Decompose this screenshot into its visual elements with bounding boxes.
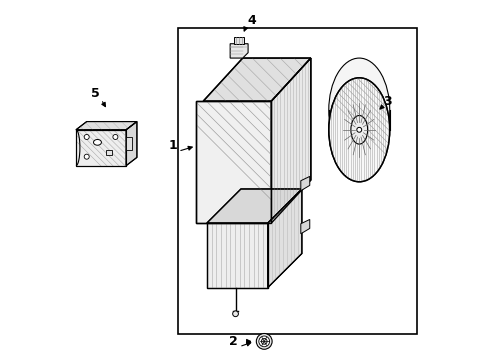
- Circle shape: [356, 127, 361, 132]
- Polygon shape: [271, 58, 310, 223]
- Polygon shape: [76, 122, 137, 130]
- Polygon shape: [196, 101, 271, 223]
- Ellipse shape: [93, 139, 101, 145]
- Text: 3: 3: [383, 95, 391, 108]
- Polygon shape: [76, 130, 126, 166]
- Circle shape: [256, 333, 271, 349]
- Polygon shape: [267, 189, 301, 288]
- Bar: [105, 149, 112, 155]
- Bar: [178, 28, 416, 334]
- Ellipse shape: [328, 58, 389, 162]
- Text: 2: 2: [229, 335, 238, 348]
- Polygon shape: [206, 223, 267, 288]
- Circle shape: [232, 311, 238, 317]
- Circle shape: [258, 336, 269, 347]
- Polygon shape: [206, 189, 301, 223]
- Text: 4: 4: [247, 14, 256, 27]
- Ellipse shape: [350, 116, 367, 144]
- Polygon shape: [203, 58, 310, 101]
- Circle shape: [261, 338, 266, 344]
- Circle shape: [84, 154, 89, 159]
- Polygon shape: [230, 44, 247, 58]
- Circle shape: [113, 134, 118, 139]
- Circle shape: [84, 134, 89, 139]
- Polygon shape: [126, 122, 137, 166]
- Text: 1: 1: [168, 139, 177, 152]
- Polygon shape: [300, 176, 309, 191]
- Ellipse shape: [328, 78, 389, 182]
- Polygon shape: [233, 37, 244, 44]
- Bar: [126, 137, 131, 149]
- Polygon shape: [300, 220, 309, 234]
- Text: 5: 5: [91, 87, 100, 100]
